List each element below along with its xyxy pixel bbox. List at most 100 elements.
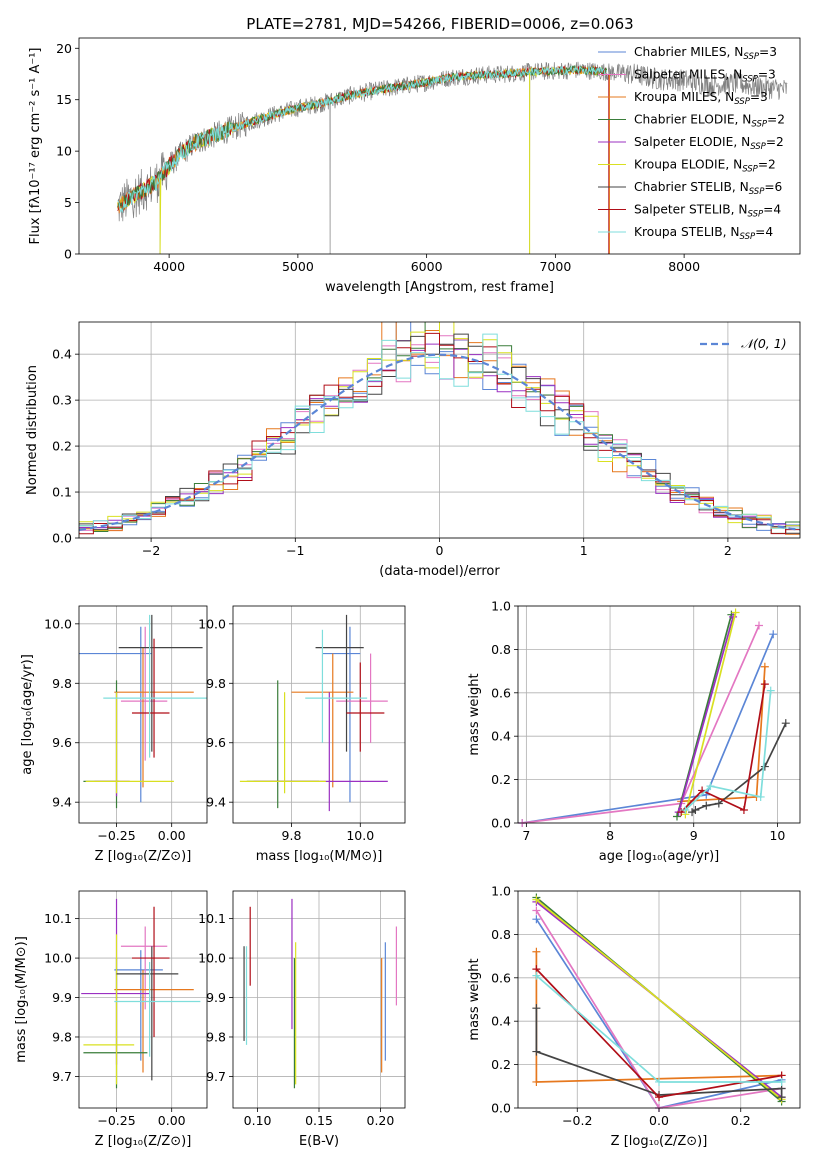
marker-chabrier_stelib (702, 801, 711, 810)
y-tick-label: 0.0 (491, 1101, 511, 1116)
axes-frame (78, 37, 801, 255)
marker-kroupa_miles (532, 947, 541, 956)
errorbars (81, 898, 201, 1089)
x-tick-label: 8 (606, 828, 614, 843)
y-axis-label: mass weight (467, 958, 482, 1040)
x-tick-label: 0.20 (367, 1113, 395, 1128)
panel-age_vs_mass: 9.8 10.0 9.4 9.6 9.8 10.0 mass [log₁₀(M/M⊙)] (198, 605, 406, 864)
y-tick-label: 0.2 (491, 1057, 511, 1072)
y-tick-label: 0.4 (52, 347, 72, 362)
marker-chabrier_stelib (781, 719, 790, 728)
x-tick-label: −1 (286, 543, 304, 558)
legend-label-kroupa_miles: Kroupa MILES, NSSP=3 (634, 90, 768, 107)
series-salpeter_miles (522, 625, 760, 824)
axes-frame (232, 605, 406, 824)
legend-label-chabrier_elodie: Chabrier ELODIE, NSSP=2 (634, 113, 785, 130)
y-tick-label: 10.0 (44, 951, 72, 966)
y-tick-label: 9.8 (206, 1029, 226, 1044)
panel-residuals: −2 −1 0 1 2 0.0 0.1 0.2 0.3 0.4 (data-model)/error… (25, 321, 801, 579)
y-axis-label: mass weight (467, 673, 482, 755)
marker-kroupa_stelib (655, 1077, 663, 1086)
legend-label-salpeter_stelib: Salpeter STELIB, NSSP=4 (634, 203, 781, 220)
x-tick-label: 0.2 (731, 1113, 751, 1128)
marker-chabrier_stelib (532, 1004, 541, 1013)
y-tick-label: 10 (56, 144, 72, 159)
x-tick-label: 2 (724, 543, 732, 558)
figure-title: PLATE=2781, MJD=54266, FIBERID=0006, z=0… (246, 15, 633, 33)
legend-label-chabrier_miles: Chabrier MILES, NSSP=3 (634, 45, 777, 62)
x-axis-label: age [log₁₀(age/yr)] (599, 849, 720, 864)
panel-mass_vs_Z: −0.25 0.00 9.7 9.8 9.9 10.0 10.1 Z [log₁₀(Z/Z⊙)… (14, 890, 208, 1149)
y-tick-label: 0.4 (491, 1014, 511, 1029)
y-tick-label: 0.2 (491, 772, 511, 787)
x-axis-label: wavelength [Angstrom, rest frame] (325, 280, 554, 295)
marker-salpeter_stelib (677, 808, 686, 817)
y-tick-label: 15 (56, 92, 72, 107)
panel-mass_vs_ebv: 0.10 0.15 0.20 9.7 9.8 9.9 10.0 10.1 E(B-V) (198, 890, 406, 1149)
hist-kroupa_stelib (79, 333, 800, 537)
x-tick-label: −0.25 (97, 828, 135, 843)
marker-salpeter_stelib (760, 680, 769, 689)
x-axis-label: Z [log₁₀(Z/Z⊙)] (95, 1134, 192, 1149)
x-tick-label: 9 (690, 828, 698, 843)
x-axis-label: E(B-V) (299, 1134, 339, 1149)
marker-salpeter_miles (754, 621, 763, 630)
model-kroupa_stelib (117, 65, 608, 214)
marker-kroupa_miles (532, 1077, 541, 1086)
y-tick-label: 9.8 (52, 1029, 72, 1044)
panel-spectrum: 4000 5000 6000 7000 8000 0 5 10 15 20 wavelength [… (28, 37, 801, 295)
axes-frame (78, 890, 208, 1109)
marker-chabrier_elodie (672, 812, 681, 821)
marker-chabrier_miles (532, 915, 541, 924)
x-tick-label: 0.0 (649, 1113, 669, 1128)
y-tick-label: 9.8 (52, 676, 72, 691)
x-axis-label: (data-model)/error (379, 564, 500, 579)
series-kroupa_elodie (535, 899, 783, 1100)
marker-salpeter_stelib (739, 805, 748, 814)
x-tick-label: 0.00 (158, 1113, 186, 1128)
y-tick-label: 0.8 (491, 927, 511, 942)
x-tick-label: 1 (580, 543, 588, 558)
marker-salpeter_miles (532, 906, 541, 915)
series-kroupa_elodie (684, 612, 737, 815)
marker-kroupa_elodie (532, 895, 541, 904)
x-tick-label: 7000 (539, 259, 571, 274)
panel-age_vs_Z: −0.25 0.00 9.4 9.6 9.8 10.0 Z [log₁₀(Z/Z⊙)] age… (20, 605, 208, 864)
panel-mass_weight_vs_Z: −0.2 0.0 0.2 0.0 0.2 0.4 0.6 0.8 1.0 Z [log₁₀(Z/Z… (467, 884, 801, 1149)
marker-kroupa_stelib (532, 971, 541, 980)
y-tick-label: 10.0 (198, 616, 226, 631)
y-tick-label: 9.7 (52, 1069, 72, 1084)
marker-chabrier_stelib (532, 1047, 541, 1056)
y-tick-label: 5 (64, 195, 72, 210)
legend-label-kroupa_stelib: Kroupa STELIB, NSSP=4 (634, 225, 773, 242)
x-tick-label: 9.8 (282, 828, 302, 843)
x-tick-label: −0.25 (97, 1113, 135, 1128)
y-tick-label: 0.2 (52, 439, 72, 454)
y-tick-label: 9.8 (206, 676, 226, 691)
x-tick-label: 0.15 (305, 1113, 333, 1128)
marker-kroupa_stelib (766, 686, 775, 695)
y-tick-label: 1.0 (491, 884, 511, 899)
y-tick-label: 9.6 (206, 735, 226, 750)
y-tick-label: 1.0 (491, 599, 511, 614)
axes-frame (78, 605, 208, 824)
marker-chabrier_stelib (691, 805, 700, 814)
errorbars (243, 898, 397, 1089)
x-axis-label: Z [log₁₀(Z/Z⊙)] (611, 1134, 708, 1149)
y-tick-label: 9.7 (206, 1069, 226, 1084)
x-tick-label: 4000 (153, 259, 185, 274)
y-tick-label: 9.4 (206, 795, 226, 810)
x-axis-label: Z [log₁₀(Z/Z⊙)] (95, 849, 192, 864)
y-axis-label: age [log₁₀(age/yr)] (20, 654, 35, 775)
legend-label-salpeter_miles: Salpeter MILES, NSSP=3 (634, 68, 776, 85)
marker-kroupa_stelib (706, 782, 715, 791)
mass-weight-lines (518, 608, 790, 827)
x-axis-label: mass [log₁₀(M/M⊙)] (256, 849, 383, 864)
marker-kroupa_stelib (681, 805, 690, 814)
marker-salpeter_stelib (655, 1093, 663, 1102)
series-salpeter_stelib (680, 683, 766, 813)
y-tick-label: 10.0 (198, 951, 226, 966)
y-tick-label: 0.3 (52, 393, 72, 408)
y-tick-label: 20 (56, 41, 72, 56)
